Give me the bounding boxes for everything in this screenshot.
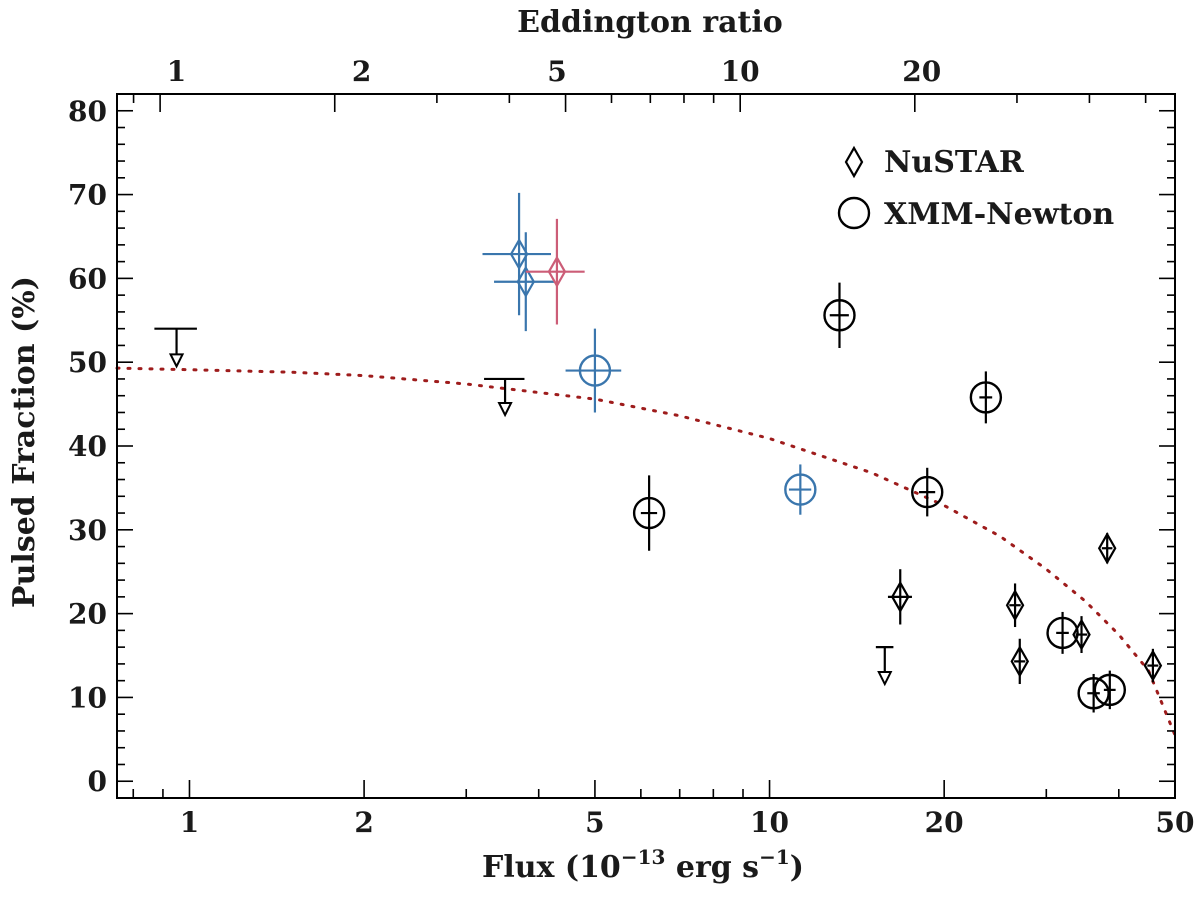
y-tick-label: 40	[68, 430, 107, 463]
legend: NuSTAR XMM-Newton	[837, 145, 1114, 232]
data-point	[494, 232, 554, 332]
diamond-marker	[890, 580, 910, 614]
circle-marker	[578, 354, 612, 387]
diamond-marker	[516, 265, 536, 298]
data-point	[1046, 611, 1079, 654]
upper-limit	[154, 327, 197, 369]
y-axis-title: Pulsed Fraction (%)	[7, 276, 42, 608]
data-point	[1143, 648, 1163, 683]
legend-marker-xmm-newton	[837, 196, 871, 230]
upper-limit	[484, 377, 525, 418]
data-point	[482, 192, 552, 316]
diamond-marker	[1097, 532, 1117, 565]
data-point	[887, 569, 912, 625]
axis-ticks-layer	[117, 94, 1176, 798]
y-tick-label: 50	[68, 346, 107, 379]
circle-marker	[1046, 616, 1079, 650]
data-point	[632, 475, 666, 551]
top-tick-label: 20	[902, 55, 941, 88]
circle-marker	[911, 475, 944, 509]
data-point	[1077, 673, 1110, 713]
diamond-marker	[1005, 589, 1025, 622]
x-axis-title-unit-exponent: −1	[759, 845, 790, 869]
data-point	[565, 328, 622, 413]
data-point	[525, 218, 585, 325]
legend-marker-nustar	[844, 145, 864, 179]
data-point	[1010, 638, 1030, 685]
circle-marker	[1093, 673, 1127, 707]
y-tick-label: 20	[68, 598, 107, 631]
upper-limit	[875, 646, 894, 687]
diamond-marker	[1010, 645, 1030, 678]
data-point	[1093, 670, 1127, 710]
top-tick-label: 5	[547, 55, 566, 88]
diamond-marker	[1143, 649, 1163, 682]
circle-marker	[784, 473, 817, 506]
circle-marker	[1077, 677, 1110, 710]
upper-limits-layer	[154, 327, 894, 687]
plot-frame	[116, 93, 1176, 799]
y-tick-label: 0	[88, 765, 107, 798]
model-curve-layer	[115, 366, 1177, 737]
x-axis-title-exponent: −13	[621, 845, 666, 869]
y-tick-label: 70	[68, 179, 107, 212]
data-point	[823, 282, 856, 348]
y-tick-label: 60	[68, 262, 107, 295]
y-tick-label: 10	[68, 681, 107, 714]
x-tick-label: 2	[354, 806, 373, 839]
x-axis-title: Flux (10−13 erg s−1)	[482, 845, 804, 885]
top-tick-label: 10	[721, 55, 760, 88]
x-axis-title-unit: erg s	[665, 850, 759, 885]
upper-limit-arrowhead	[497, 401, 513, 418]
upper-limit-arrowhead	[168, 353, 185, 369]
x-tick-label: 20	[925, 806, 964, 839]
y-tick-label: 30	[68, 514, 107, 547]
data-point	[911, 467, 944, 517]
x-tick-label: 5	[585, 806, 604, 839]
data-point	[969, 371, 1003, 424]
y-tick-label: 80	[68, 95, 107, 128]
x-axis-title-main: Flux (10	[482, 850, 621, 885]
legend-diamond	[844, 145, 864, 179]
top-tick-label: 2	[352, 55, 371, 88]
data-point	[1072, 616, 1091, 654]
data-points-layer	[482, 192, 1163, 713]
diamond-marker	[509, 237, 529, 271]
data-point	[1097, 532, 1117, 565]
upper-limit-arrowhead	[877, 671, 893, 687]
x-tick-label: 50	[1156, 806, 1195, 839]
circle-marker	[823, 299, 856, 332]
x-tick-label: 1	[180, 806, 199, 839]
circle-marker	[632, 496, 666, 530]
data-point	[1005, 583, 1025, 628]
model-curve	[115, 366, 1177, 737]
legend-label-nustar: NuSTAR	[884, 145, 1025, 180]
diamond-marker	[547, 255, 567, 288]
data-point	[784, 464, 817, 515]
top-axis-title: Eddington ratio	[517, 5, 783, 40]
tick-labels-layer: 0 10 20 30 40 50 60 70 80 1 2 5 10 20 50 1 2 5 10 20	[68, 55, 1194, 839]
legend-circle	[837, 196, 871, 230]
legend-label-xmm-newton: XMM-Newton	[884, 197, 1114, 232]
x-axis-title-close: )	[790, 850, 804, 885]
top-tick-label: 1	[167, 55, 186, 88]
circle-marker	[969, 381, 1003, 414]
x-tick-label: 10	[750, 806, 789, 839]
